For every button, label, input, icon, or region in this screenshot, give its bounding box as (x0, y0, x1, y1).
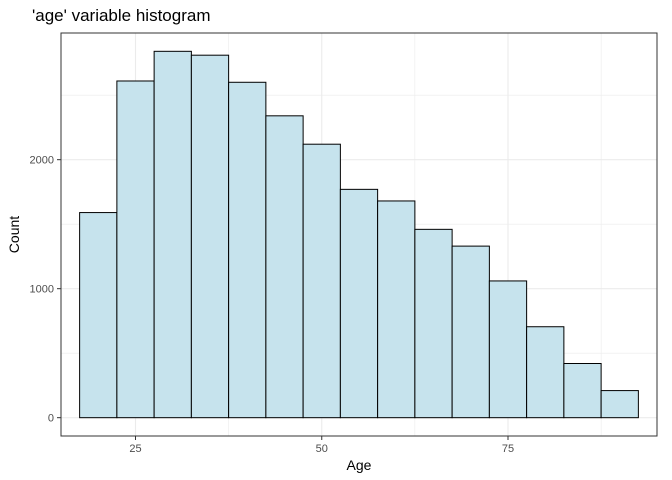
y-tick-label: 2000 (30, 155, 54, 167)
histogram-bar (79, 212, 118, 419)
histogram-bar (563, 363, 602, 419)
y-tick-label: 1000 (30, 284, 54, 296)
y-axis-ticks: 0 1000 2000 (30, 155, 61, 425)
histogram-bar (339, 188, 379, 419)
x-axis-title: Age (347, 457, 372, 473)
histogram-bars (79, 50, 639, 419)
histogram-bar (153, 50, 192, 419)
x-axis-ticks: 25 50 75 (129, 436, 514, 455)
histogram-bar (265, 115, 304, 419)
histogram-bar (488, 280, 528, 419)
chart-title: 'age' variable histogram (32, 6, 211, 25)
histogram-bar (414, 228, 453, 419)
histogram-bar (377, 200, 416, 419)
x-tick-label: 50 (316, 443, 328, 455)
histogram-bar (228, 81, 267, 419)
x-tick-label: 25 (129, 443, 141, 455)
histogram-bar (302, 143, 341, 419)
plot-panel-border (60, 32, 658, 437)
histogram-bar (526, 326, 565, 419)
y-tick-label: 0 (48, 413, 54, 425)
x-tick-label: 75 (502, 443, 514, 455)
histogram-bar (190, 54, 230, 419)
histogram-bar (600, 390, 639, 419)
histogram-bar (451, 245, 490, 419)
histogram-bar (116, 80, 155, 419)
y-axis-title: Count (6, 216, 22, 253)
